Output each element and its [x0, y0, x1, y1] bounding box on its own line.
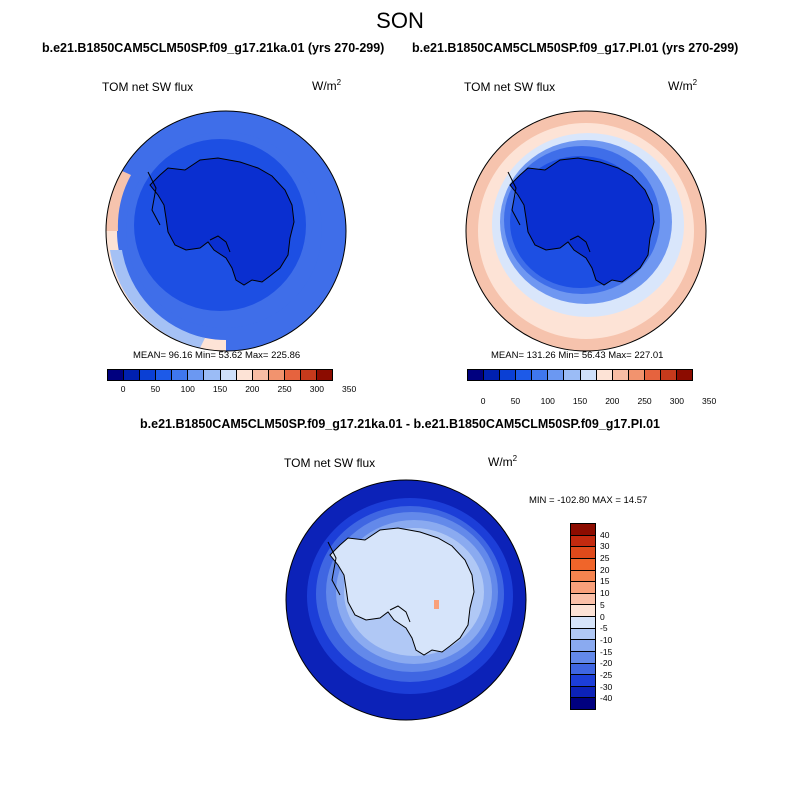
colorbar-tick-label: 150 — [212, 384, 228, 394]
colorbar-tick-label: -40 — [600, 693, 613, 704]
colorbar-tick-label: 0 — [480, 396, 486, 406]
colorbar-cell — [220, 370, 237, 380]
colorbar-tick-label: 350 — [342, 384, 357, 394]
colorbar-tick-label: 50 — [150, 384, 161, 394]
colorbar-tick-label: 25 — [600, 553, 610, 564]
colorbar-cell — [268, 370, 285, 380]
colorbar-tick-label: 150 — [572, 396, 588, 406]
panel-3-stats: MIN = -102.80 MAX = 14.57 — [529, 495, 648, 506]
colorbar-tick-label: -15 — [600, 646, 613, 657]
panel-3-units: W/m2 — [488, 454, 518, 469]
colorbar-tick-label: -5 — [600, 623, 608, 634]
panel-2-units: W/m2 — [668, 78, 698, 93]
colorbar-cell — [612, 370, 629, 380]
panel-1-colorbar-ticks: 0 50 100 150 200 250 300 350 — [107, 384, 356, 396]
colorbar-cell — [484, 370, 501, 380]
colorbar-cell — [236, 370, 253, 380]
colorbar-tick-label: 300 — [309, 384, 324, 394]
panel-1-title: b.e21.B1850CAM5CLM50SP.f09_g17.21ka.01 (… — [42, 41, 385, 55]
colorbar-tick-label: -10 — [600, 634, 613, 645]
colorbar-tick-label: 10 — [600, 588, 610, 599]
colorbar-cell — [571, 651, 595, 664]
panel-2-title: b.e21.B1850CAM5CLM50SP.f09_g17.PI.01 (yr… — [412, 41, 739, 55]
colorbar-cell — [571, 535, 595, 548]
colorbar-tick-label: 200 — [245, 384, 260, 394]
colorbar-cell — [284, 370, 301, 380]
panel-2-variable-label: TOM net SW flux — [464, 80, 556, 94]
colorbar-cell — [660, 370, 678, 380]
colorbar-cell — [317, 370, 333, 380]
colorbar-cell — [596, 370, 613, 380]
colorbar-cell — [677, 370, 693, 380]
colorbar-tick-label: -25 — [600, 669, 613, 680]
colorbar-cell — [140, 370, 157, 380]
colorbar-tick-label: 300 — [669, 396, 684, 406]
colorbar-cell — [571, 663, 595, 676]
colorbar-cell — [124, 370, 141, 380]
colorbar-cell — [172, 370, 189, 380]
panel-3-colorbar-ticks: 40 30 25 20 15 10 5 0 -5 -10 -15 -20 -25 -30 -40 — [600, 523, 630, 710]
colorbar-tick-label: 100 — [180, 384, 195, 394]
colorbar-cell — [628, 370, 645, 380]
colorbar-cell — [571, 547, 595, 559]
colorbar-cell — [500, 370, 517, 380]
figure-title: SON — [376, 8, 424, 33]
panel-2-colorbar-ticks: 0 50 100 150 200 250 300 350 — [467, 396, 716, 408]
colorbar-cell — [571, 698, 595, 709]
colorbar-cell — [571, 675, 595, 687]
colorbar-cell — [571, 605, 595, 617]
colorbar-cell — [468, 370, 485, 380]
colorbar-tick-label: 15 — [600, 576, 610, 587]
colorbar-cell — [571, 582, 595, 594]
colorbar-cell — [571, 524, 595, 536]
colorbar-tick-label: -20 — [600, 658, 613, 669]
panel-2-stats: MEAN= 131.26 Min= 56.43 Max= 227.01 — [491, 350, 664, 361]
colorbar-tick-label: 100 — [540, 396, 555, 406]
colorbar-tick-label: 250 — [637, 396, 652, 406]
panel-1-units: W/m2 — [312, 78, 342, 93]
colorbar-cell — [571, 570, 595, 583]
colorbar-tick-label: 30 — [600, 541, 610, 552]
panel-1-variable-label: TOM net SW flux — [102, 80, 194, 94]
colorbar-tick-label: 20 — [600, 564, 610, 575]
colorbar-tick-label: 5 — [600, 599, 605, 610]
panel-1-stats: MEAN= 96.16 Min= 53.62 Max= 225.86 — [133, 350, 301, 361]
colorbar-cell — [156, 370, 173, 380]
panel-2-colorbar — [467, 369, 693, 381]
panel-3-title: b.e21.B1850CAM5CLM50SP.f09_g17.21ka.01 -… — [140, 417, 660, 431]
colorbar-cell — [580, 370, 597, 380]
colorbar-cell — [532, 370, 549, 380]
colorbar-tick-label: 250 — [277, 384, 292, 394]
colorbar-cell — [516, 370, 533, 380]
colorbar-cell — [571, 593, 595, 606]
colorbar-cell — [564, 370, 581, 380]
colorbar-cell — [548, 370, 565, 380]
colorbar-cell — [252, 370, 269, 380]
colorbar-cell — [571, 628, 595, 641]
colorbar-cell — [571, 640, 595, 652]
panel-3-colorbar — [570, 523, 596, 710]
panel-1-colorbar — [107, 369, 333, 381]
colorbar-cell — [571, 617, 595, 629]
colorbar-tick-label: 50 — [510, 396, 521, 406]
panel-3-variable-label: TOM net SW flux — [284, 456, 376, 470]
colorbar-cell — [571, 686, 595, 699]
colorbar-tick-label: 0 — [600, 611, 605, 622]
colorbar-cell — [644, 370, 661, 380]
colorbar-cell — [108, 370, 125, 380]
colorbar-tick-label: 200 — [605, 396, 620, 406]
colorbar-tick-label: 0 — [120, 384, 126, 394]
colorbar-tick-label: -30 — [600, 681, 613, 692]
colorbar-tick-label: 40 — [600, 529, 610, 540]
colorbar-tick-label: 350 — [702, 396, 717, 406]
colorbar-cell — [188, 370, 205, 380]
colorbar-cell — [571, 558, 595, 571]
colorbar-cell — [204, 370, 221, 380]
colorbar-cell — [300, 370, 318, 380]
